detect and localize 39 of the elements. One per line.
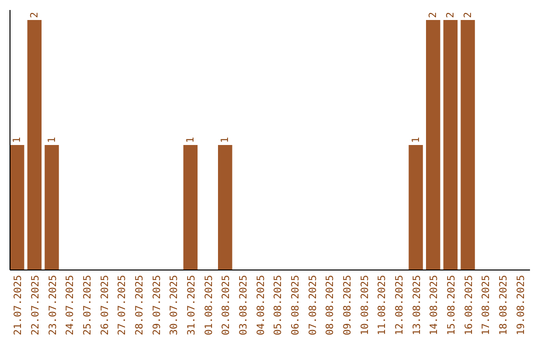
x-tick-label: 15.08.2025 xyxy=(446,275,458,336)
x-tick-label: 28.07.2025 xyxy=(134,275,146,336)
x-tick-label: 22.07.2025 xyxy=(30,275,42,336)
x-tick-label: 19.08.2025 xyxy=(516,275,527,336)
x-tick-label: 02.08.2025 xyxy=(221,275,232,336)
x-tick-label: 31.07.2025 xyxy=(186,275,198,336)
x-tick-label: 17.08.2025 xyxy=(481,275,492,336)
x-tick-label: 09.08.2025 xyxy=(342,275,354,336)
x-tick-label: 14.08.2025 xyxy=(429,275,440,336)
x-tick-label: 05.08.2025 xyxy=(273,275,284,336)
data-label: 2 xyxy=(428,12,440,18)
data-label: 2 xyxy=(445,12,456,18)
x-tick-label: 23.07.2025 xyxy=(48,275,59,336)
data-label: 1 xyxy=(46,136,58,143)
x-tick-label: 30.07.2025 xyxy=(169,275,180,336)
x-tick-label: 07.08.2025 xyxy=(308,275,319,336)
x-tick-label: 11.08.2025 xyxy=(377,275,388,336)
x-tick-label: 29.07.2025 xyxy=(152,275,163,336)
x-tick-label: 08.08.2025 xyxy=(325,275,336,336)
x-tick-label: 27.07.2025 xyxy=(117,275,128,336)
x-tick-label: 21.07.2025 xyxy=(13,275,24,336)
x-tick-label: 06.08.2025 xyxy=(290,275,302,336)
data-label: 1 xyxy=(220,136,232,143)
data-label: 2 xyxy=(462,12,474,18)
x-tick-label: 10.08.2025 xyxy=(360,275,371,336)
x-tick-label: 04.08.2025 xyxy=(256,275,267,336)
data-label: 1 xyxy=(185,136,196,143)
data-label: 1 xyxy=(12,136,24,143)
x-tick-label: 16.08.2025 xyxy=(464,275,475,336)
x-tick-label: 26.07.2025 xyxy=(100,275,111,336)
data-label: 2 xyxy=(29,12,40,18)
x-tick-label: 01.08.2025 xyxy=(204,275,215,336)
data-label: 1 xyxy=(410,136,422,143)
x-tick-label: 25.07.2025 xyxy=(82,275,94,336)
x-tick-label: 12.08.2025 xyxy=(394,275,406,336)
x-tick-label: 13.08.2025 xyxy=(412,275,423,336)
x-tick-label: 24.07.2025 xyxy=(65,275,76,336)
x-tick-label: 03.08.2025 xyxy=(238,275,250,336)
x-tick-label: 18.08.2025 xyxy=(498,275,510,336)
